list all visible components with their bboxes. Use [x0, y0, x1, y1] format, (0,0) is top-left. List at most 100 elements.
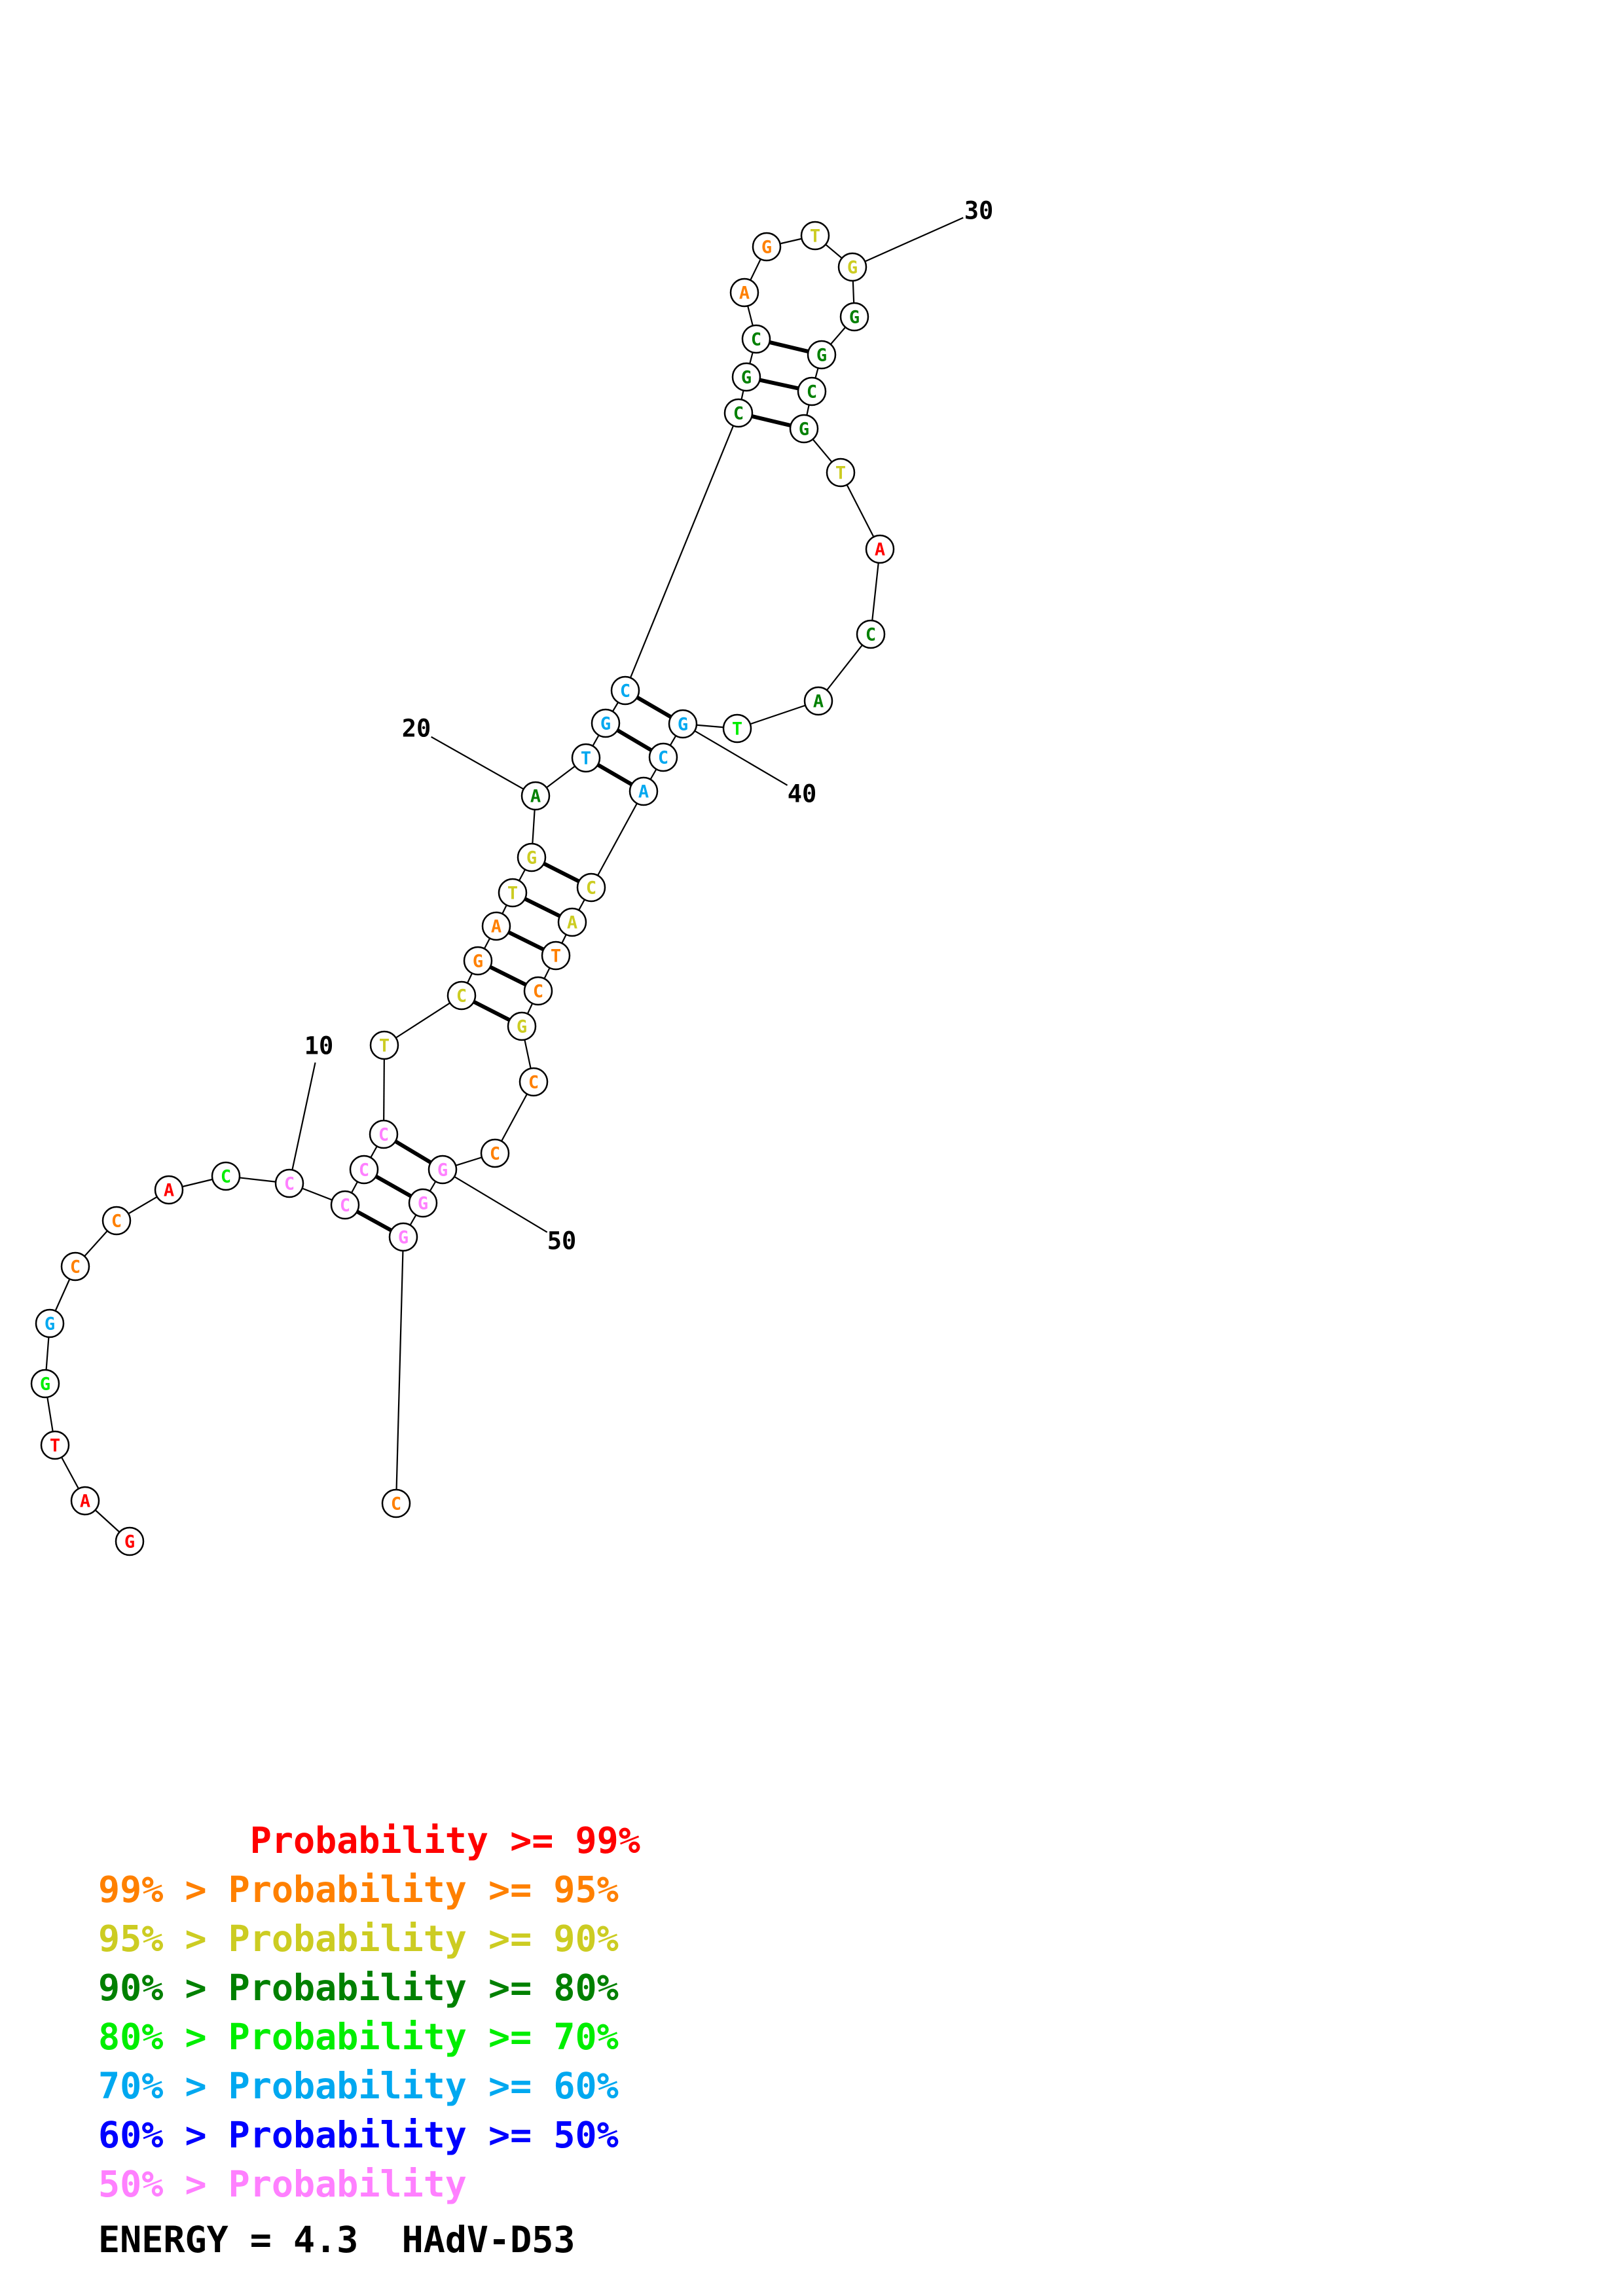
nucleotide-circle	[101, 1206, 132, 1236]
energy-footer: ENERGY = 4.3 HAdV-D53	[98, 2219, 575, 2261]
position-label-tick	[694, 730, 788, 786]
nucleotide-circle	[388, 1222, 418, 1252]
nucleotide: G	[35, 1308, 65, 1338]
nucleotide: C	[101, 1206, 132, 1236]
nucleotide-base: A	[875, 540, 885, 560]
position-labels: 10 20 30 40 50	[291, 197, 994, 1255]
nucleotide-base: C	[284, 1174, 295, 1194]
nucleotide: G	[752, 232, 782, 262]
nucleotide-circle	[369, 1119, 399, 1149]
nucleotide-base: C	[378, 1125, 389, 1145]
nucleotide-circle	[648, 742, 678, 772]
legend-entry: 60% > Probability >= 50%	[98, 2114, 619, 2156]
nucleotide: T	[369, 1030, 399, 1060]
nucleotide-base: T	[835, 463, 846, 484]
nucleotide: G	[807, 340, 837, 370]
nucleotide-circle	[507, 1011, 537, 1041]
nucleotide-base: T	[507, 884, 518, 904]
nucleotide: G	[463, 946, 493, 976]
nucleotide-circle	[520, 781, 551, 811]
nucleotide-base: C	[658, 748, 668, 768]
nucleotide-circle	[428, 1155, 458, 1185]
nucleotide: C	[519, 1067, 549, 1097]
nucleotide: G	[517, 842, 547, 872]
nucleotide-base: G	[437, 1160, 448, 1181]
nucleotide: T	[541, 941, 571, 971]
legend-entry: 70% > Probability >= 60%	[98, 2065, 619, 2107]
nucleotide-circle	[839, 302, 869, 332]
nucleotide-circle	[800, 221, 830, 251]
nucleotide: C	[480, 1138, 510, 1168]
nucleotide: G	[408, 1188, 438, 1218]
nucleotide-base: G	[473, 952, 483, 972]
nucleotide: G	[731, 362, 761, 392]
nucleotide: G	[789, 414, 819, 444]
nucleotide: G	[591, 708, 621, 738]
nucleotide-circle	[35, 1308, 65, 1338]
nucleotide-circle	[408, 1188, 438, 1218]
nucleotide: A	[803, 686, 833, 716]
base-pair-bond	[394, 1139, 432, 1164]
nucleotide-base: T	[50, 1436, 60, 1456]
nucleotide: G	[839, 302, 869, 332]
base-pair-bond	[489, 965, 527, 987]
position-label-tick	[431, 736, 524, 790]
nucleotide-circle	[498, 878, 528, 908]
nucleotide-base: C	[359, 1160, 369, 1181]
base-pair-bond	[473, 999, 511, 1022]
nucleotide: T	[571, 743, 601, 773]
nucleotide: C	[523, 976, 553, 1006]
nucleotide: G	[668, 709, 698, 739]
base-pair-bond	[524, 897, 561, 918]
position-label-tick	[454, 1175, 548, 1233]
nucleotide-circle	[447, 980, 477, 1011]
nucleotide-circle	[381, 1488, 411, 1518]
nucleotide-base: C	[528, 1073, 539, 1093]
nucleotide-circle	[803, 686, 833, 716]
nucleotide: C	[60, 1251, 90, 1282]
nucleotide-base: C	[586, 878, 596, 899]
nucleotide-circle	[807, 340, 837, 370]
nucleotide: A	[70, 1486, 100, 1516]
nucleotide-base: A	[164, 1181, 174, 1201]
nucleotide: G	[837, 252, 867, 282]
nucleotide-circle	[480, 1138, 510, 1168]
nucleotide-circle	[517, 842, 547, 872]
nucleotide-circle	[571, 743, 601, 773]
position-label-tick	[864, 217, 964, 262]
nucleotide: C	[274, 1168, 304, 1198]
nucleotide-base: G	[678, 715, 688, 735]
position-label: 30	[964, 197, 994, 225]
nucleotide-circle	[752, 232, 782, 262]
energy-value: ENERGY = 4.3	[98, 2219, 359, 2261]
nucleotide-base: G	[741, 368, 752, 388]
position-label: 20	[402, 715, 431, 743]
nucleotide-circle	[557, 907, 587, 937]
nucleotide-circle	[349, 1155, 379, 1185]
nucleotide: T	[826, 457, 856, 488]
nucleotide-circle	[856, 619, 886, 649]
backbone-segment	[384, 995, 462, 1046]
nucleotide: A	[729, 278, 759, 308]
base-pair-bond	[616, 728, 653, 752]
nucleotide-circle	[115, 1526, 145, 1556]
nucleotide: C	[349, 1155, 379, 1185]
base-pair-bond	[769, 340, 809, 354]
nucleotide-circle	[591, 708, 621, 738]
nucleotide-base: G	[761, 238, 772, 258]
nucleotide-base: C	[533, 982, 543, 1002]
nucleotide-base: G	[847, 258, 858, 278]
nucleotide-base: C	[807, 382, 817, 403]
nucleotide: G	[115, 1526, 145, 1556]
nucleotide-circle	[481, 911, 511, 941]
nucleotide: A	[154, 1175, 184, 1205]
organism-name: HAdV-D53	[401, 2219, 575, 2261]
nucleotide-circle	[668, 709, 698, 739]
base-pair-bond	[759, 378, 799, 391]
nucleotide-base: T	[810, 226, 820, 247]
nucleotide-base: C	[340, 1196, 350, 1216]
legend-entry: 95% > Probability >= 90%	[98, 1918, 619, 1960]
nucleotide-circle	[463, 946, 493, 976]
nucleotide-base: A	[638, 782, 649, 802]
